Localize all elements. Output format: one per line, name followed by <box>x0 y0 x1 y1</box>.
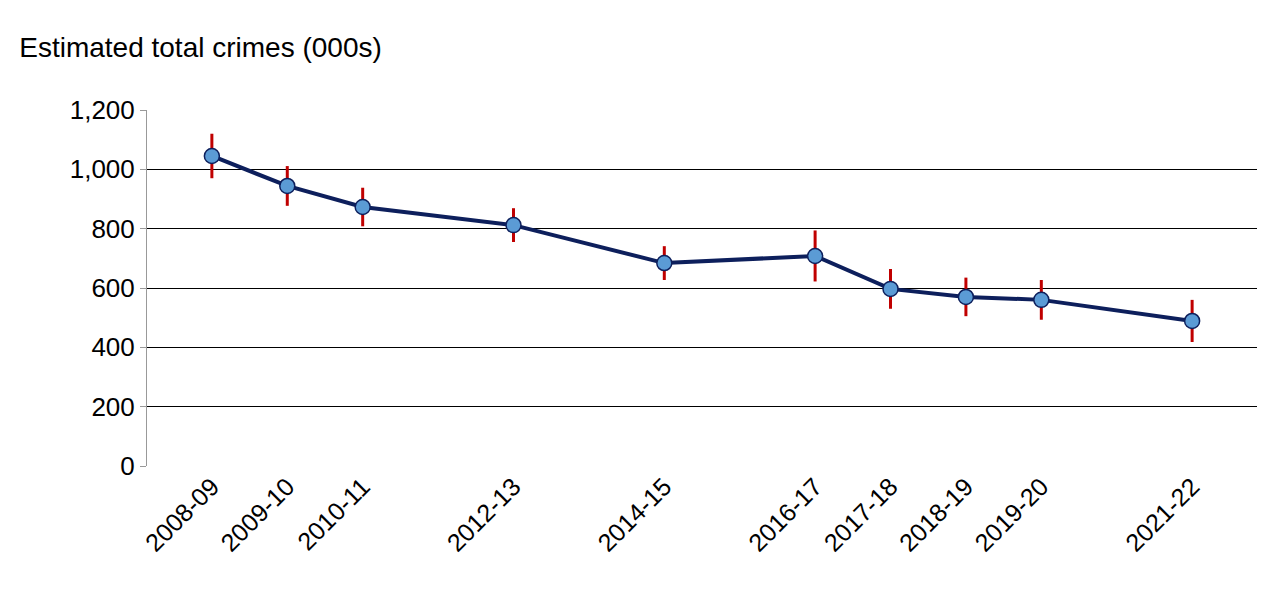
svg-text:400: 400 <box>91 332 134 362</box>
svg-text:2018-19: 2018-19 <box>894 472 979 557</box>
svg-text:2010-11: 2010-11 <box>292 472 375 555</box>
svg-text:1,000: 1,000 <box>70 154 135 184</box>
svg-text:Estimated total crimes (000s): Estimated total crimes (000s) <box>19 32 382 63</box>
svg-text:0: 0 <box>120 451 134 481</box>
svg-text:2019-20: 2019-20 <box>969 472 1054 557</box>
svg-text:2021-22: 2021-22 <box>1120 472 1205 557</box>
svg-text:600: 600 <box>91 273 134 303</box>
svg-text:2016-17: 2016-17 <box>743 472 828 557</box>
svg-text:2014-15: 2014-15 <box>592 472 677 557</box>
svg-text:2012-13: 2012-13 <box>441 472 526 557</box>
svg-text:2017-18: 2017-18 <box>818 472 903 557</box>
svg-text:1,200: 1,200 <box>70 95 135 125</box>
svg-text:200: 200 <box>91 392 134 422</box>
svg-text:2008-09: 2008-09 <box>140 472 225 557</box>
svg-text:800: 800 <box>91 214 134 244</box>
svg-text:2009-10: 2009-10 <box>215 472 300 557</box>
